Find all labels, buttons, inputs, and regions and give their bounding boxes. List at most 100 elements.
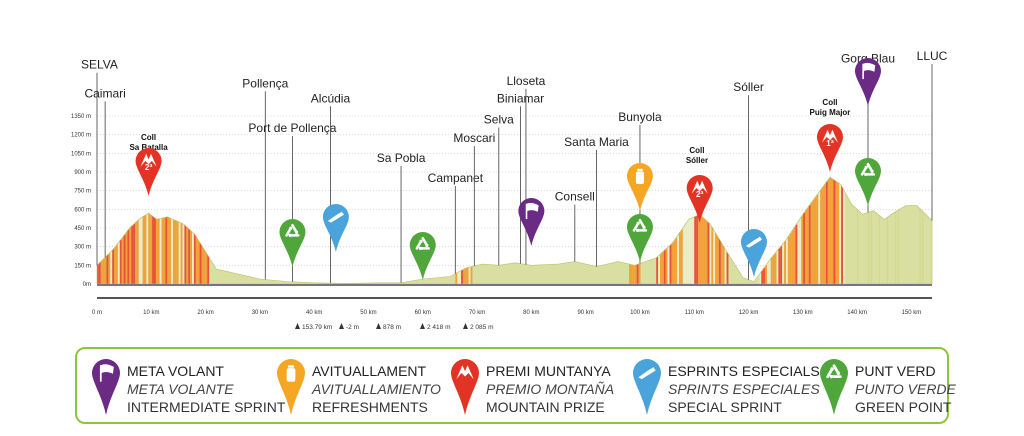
mountain-marker: 2ª bbox=[135, 148, 162, 196]
legend-pin-sprint bbox=[633, 359, 661, 415]
y-tick-label: 150 m bbox=[74, 263, 91, 269]
mountain-marker: 1ª bbox=[816, 124, 843, 172]
place-label: Port de Pollença bbox=[248, 121, 336, 135]
green-marker bbox=[279, 219, 306, 267]
green-marker bbox=[854, 158, 881, 206]
legend-pin-green bbox=[820, 359, 848, 415]
place-label: Selva bbox=[484, 112, 514, 126]
place-label: Sóller bbox=[733, 80, 764, 94]
place-label: Lloseta bbox=[507, 74, 546, 88]
legend-box: META VOLANT META VOLANTE INTERMEDIATE SP… bbox=[75, 347, 956, 424]
svg-text:1ª: 1ª bbox=[826, 139, 833, 148]
legend-ca: META VOLANT bbox=[127, 363, 224, 379]
stage-stats: 153.79 km -2 m 878 m 2 418 m 2 085 m bbox=[295, 323, 494, 331]
refreshment-marker bbox=[626, 163, 653, 211]
x-axis: 0 m 10 km 20 km 30 km 40 km 50 km 60 km 70 km 80… bbox=[92, 284, 932, 316]
y-tick-label: 300 m bbox=[74, 245, 91, 251]
x-tick-label: 50 km bbox=[360, 310, 376, 316]
mountain-icon bbox=[463, 323, 468, 329]
place-label: Pollença bbox=[242, 76, 288, 90]
legend-es: PREMIO MONTAÑA bbox=[486, 381, 615, 397]
route-markers: 2ª 2ª 1ª bbox=[135, 58, 881, 280]
climb-label-line1: Coll bbox=[822, 98, 837, 107]
legend-ca: AVITUALLAMENT bbox=[312, 363, 427, 379]
y-tick-label: 0m bbox=[83, 282, 91, 288]
y-tick-label: 750 m bbox=[74, 189, 91, 195]
climb-label-line2: Puig Major bbox=[810, 108, 851, 117]
y-tick-label: 1200 m bbox=[71, 133, 91, 139]
x-tick-label: 110 km bbox=[685, 310, 704, 316]
km-rule bbox=[97, 297, 932, 299]
green-marker bbox=[626, 214, 653, 262]
x-tick-label: 40 km bbox=[306, 310, 322, 316]
place-label: Consell bbox=[555, 190, 595, 204]
stat-value: -2 m bbox=[346, 324, 359, 331]
stat-value: 878 m bbox=[383, 324, 401, 331]
place-labels: SELVA Caimari Pollença Port de Pollença Alcú… bbox=[81, 49, 948, 284]
elevation-profile bbox=[96, 176, 933, 285]
stat-item: 878 m bbox=[376, 323, 401, 331]
legend-en: GREEN POINT bbox=[855, 399, 952, 415]
mountain-icon bbox=[339, 323, 344, 329]
x-tick-label: 80 km bbox=[523, 310, 539, 316]
legend-es: AVITUALLAMIENTO bbox=[312, 381, 441, 397]
recycle-icon bbox=[820, 359, 848, 415]
flag-icon bbox=[92, 359, 120, 415]
place-label: Santa Maria bbox=[564, 135, 629, 149]
y-tick-label: 1350 m bbox=[71, 114, 91, 120]
stat-item: 2 418 m bbox=[420, 323, 451, 331]
legend-pin-intermediate bbox=[92, 359, 120, 415]
legend-ca: PUNT VERD bbox=[855, 363, 936, 379]
climb-label-line1: Coll bbox=[141, 133, 156, 142]
legend-es: META VOLANTE bbox=[127, 381, 234, 397]
x-tick-label: 60 km bbox=[415, 310, 431, 316]
place-label: Biniamar bbox=[497, 91, 544, 105]
legend-es: PUNTO VERDE bbox=[855, 381, 956, 397]
legend-en: SPECIAL SPRINT bbox=[668, 399, 782, 415]
climb-label-line2: Sa Batalla bbox=[129, 143, 168, 152]
intermediate-marker bbox=[518, 198, 545, 246]
y-tick-label: 600 m bbox=[74, 207, 91, 213]
x-tick-label: 70 km bbox=[469, 310, 485, 316]
legend-ca: ESPRINTS ESPECIALS bbox=[668, 363, 820, 379]
mountain-icon bbox=[376, 323, 381, 329]
y-tick-label: 1050 m bbox=[71, 151, 91, 157]
sprint-marker bbox=[740, 229, 767, 277]
place-label: Campanet bbox=[428, 171, 484, 185]
svg-text:2ª: 2ª bbox=[696, 190, 703, 199]
svg-text:2ª: 2ª bbox=[145, 163, 152, 172]
place-label: Moscari bbox=[453, 131, 495, 145]
climb-hatching bbox=[97, 177, 924, 284]
x-tick-label: 0 m bbox=[92, 310, 102, 316]
legend-pin-mountain bbox=[451, 359, 479, 415]
y-tick-label: 450 m bbox=[74, 226, 91, 232]
place-label: Bunyola bbox=[618, 110, 662, 124]
stat-value: 2 418 m bbox=[427, 324, 451, 331]
mountain-icon bbox=[295, 323, 300, 329]
x-tick-label: 150 km bbox=[902, 310, 922, 316]
climb-label-line1: Coll bbox=[689, 146, 704, 155]
legend-ca: PREMI MUNTANYA bbox=[486, 363, 611, 379]
stat-value: 153.79 km bbox=[302, 324, 332, 331]
legend-es: SPRINTS ESPECIALES bbox=[668, 381, 820, 397]
place-label: Caimari bbox=[84, 86, 125, 100]
x-tick-label: 140 km bbox=[847, 310, 867, 316]
x-tick-label: 130 km bbox=[793, 310, 813, 316]
y-tick-label: 900 m bbox=[74, 170, 91, 176]
x-tick-label: 120 km bbox=[739, 310, 759, 316]
intermediate-marker bbox=[854, 58, 881, 106]
stat-item: 2 085 m bbox=[463, 323, 494, 331]
green-marker bbox=[409, 232, 436, 280]
mountain-marker: 2ª bbox=[686, 175, 713, 223]
legend-pin-refreshment bbox=[277, 359, 305, 415]
x-tick-label: 90 km bbox=[577, 310, 593, 316]
place-label: LLUC bbox=[917, 49, 948, 63]
climb-label-line2: Sóller bbox=[686, 156, 708, 165]
bottle-icon bbox=[277, 359, 305, 415]
legend-en: INTERMEDIATE SPRINT bbox=[127, 399, 286, 415]
x-tick-label: 20 km bbox=[197, 310, 213, 316]
x-tick-label: 30 km bbox=[252, 310, 268, 316]
place-label: Sa Pobla bbox=[377, 151, 426, 165]
baseline bbox=[97, 284, 932, 286]
